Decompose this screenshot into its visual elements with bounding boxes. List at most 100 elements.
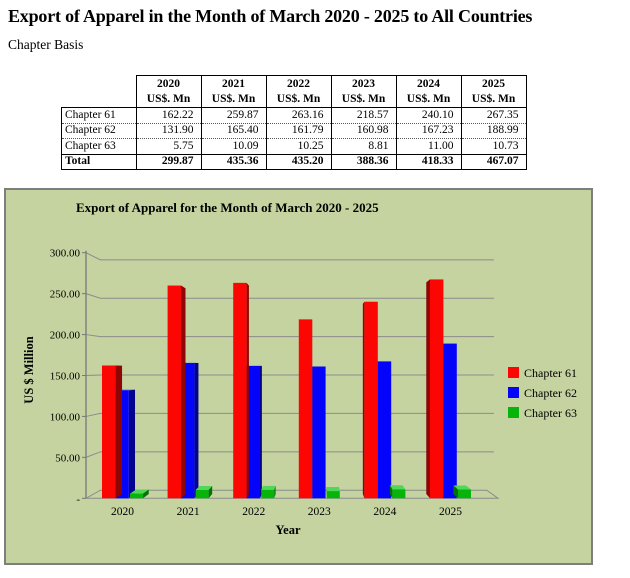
bar-chapter-61-2025-side (426, 279, 430, 499)
gridline (85, 412, 494, 417)
table-row: Total 299.87 435.36 435.20 388.36 418.33 467.0… (61, 153, 527, 170)
bar-chapter-61-2022 (233, 282, 247, 499)
value-cell: 240.10 (395, 107, 462, 123)
table-row: Chapter 63 5.75 10.09 10.25 8.81 11.00 10.73 (61, 138, 527, 154)
year-header-cell-2020: 2020 US$. Mn (135, 75, 202, 108)
unit-label: US$. Mn (341, 92, 386, 105)
page-title: Export of Apparel in the Month of March … (8, 6, 533, 26)
x-tick-label: 2021 (177, 506, 200, 518)
value-cell: 435.36 (200, 153, 267, 170)
y-tick-label: 150.00 (50, 371, 81, 383)
bar-chapter-61-2021-side (181, 285, 186, 499)
legend-swatch (508, 407, 519, 418)
year-header-cell-2023: 2023 US$. Mn (330, 75, 397, 108)
row-label-cell: Total (61, 153, 137, 170)
year-header-cell-2022: 2022 US$. Mn (265, 75, 332, 108)
value-cell: 162.22 (135, 107, 202, 123)
year-label: 2025 (482, 78, 505, 90)
bar-chapter-61-2023 (298, 319, 313, 499)
bar-chapter-61-2020 (102, 365, 116, 499)
year-label: 2020 (157, 78, 180, 90)
value-cell: 188.99 (460, 122, 527, 139)
bar-chapter-63-2021 (195, 490, 209, 499)
y-tick-label: 200.00 (50, 330, 81, 342)
value-cell: 165.40 (200, 122, 267, 139)
row-label-cell: Chapter 63 (61, 138, 137, 154)
bar-chapter-63-2022 (261, 489, 275, 499)
gridline (85, 252, 494, 261)
unit-label: US$. Mn (211, 92, 256, 105)
value-cell: 467.07 (460, 153, 527, 170)
bar-chapter-62-2020-side (128, 389, 136, 499)
unit-label: US$. Mn (146, 92, 191, 105)
gridline (85, 334, 494, 338)
legend-label: Chapter 63 (524, 406, 577, 420)
bar-chapter-63-2025-top (453, 485, 471, 490)
year-header-cell-2024: 2024 US$. Mn (395, 75, 462, 108)
bar-chapter-63-2021-side (208, 486, 213, 499)
value-cell: 131.90 (135, 122, 202, 139)
chart-title: Export of Apparel for the Month of March… (76, 200, 379, 215)
value-cell: 8.81 (330, 138, 397, 154)
bar-chapter-63-2024 (392, 489, 406, 499)
x-tick-label: 2022 (242, 506, 265, 518)
bar-chapter-62-2023 (312, 366, 326, 499)
value-cell: 5.75 (135, 138, 202, 154)
chart: - 50.00 100.00 150.00 200.00 250.00 300.00 2020… (4, 188, 593, 565)
y-tick-label: 300.00 (50, 248, 81, 260)
value-cell: 11.00 (395, 138, 462, 154)
unit-label: US$. Mn (406, 92, 451, 105)
value-cell: 299.87 (135, 153, 202, 170)
y-tick-label: 50.00 (55, 452, 80, 464)
unit-label: US$. Mn (471, 92, 516, 105)
year-label: 2023 (352, 78, 375, 90)
export-data-table: 2020 US$. Mn 2021 US$. Mn 2022 US$. Mn 2023 US$… (61, 75, 527, 170)
y-axis-title: US $ Million (22, 336, 36, 403)
bar-chapter-63-2022-top (261, 485, 276, 490)
unit-label: US$. Mn (276, 92, 321, 105)
value-cell: 418.33 (395, 153, 462, 170)
bar-chapter-61-2022-side (246, 282, 249, 499)
bar-chapter-62-2025 (443, 343, 457, 499)
legend-swatch (508, 367, 519, 378)
value-cell: 267.35 (460, 107, 527, 123)
table-corner-cell (61, 75, 136, 108)
bar-chapter-62-2022-side (260, 365, 262, 499)
bar-chapter-61-2020-side (115, 365, 123, 499)
value-cell: 259.87 (200, 107, 267, 123)
year-header-cell-2025: 2025 US$. Mn (460, 75, 527, 108)
bar-chapter-63-2020 (130, 493, 143, 499)
page-subtitle: Chapter Basis (8, 37, 84, 52)
table-row: Chapter 62 131.90 165.40 161.79 160.98 167.23… (61, 122, 527, 139)
value-cell: 388.36 (330, 153, 397, 170)
row-label-cell: Chapter 61 (61, 107, 137, 123)
bar-chapter-62-2024 (377, 361, 392, 499)
bar-chapter-63-2025 (458, 489, 471, 499)
year-label: 2024 (417, 78, 440, 90)
gridline (85, 451, 494, 458)
value-cell: 218.57 (330, 107, 397, 123)
table-row: Chapter 61 162.22 259.87 263.16 218.57 240.10… (61, 107, 527, 123)
gridline (85, 293, 494, 299)
bar-chapter-63-2023-top (326, 487, 340, 492)
bar-chapter-61-2021 (167, 285, 181, 499)
y-tick-label: 250.00 (50, 289, 81, 301)
legend-swatch (508, 387, 519, 398)
year-label: 2022 (287, 78, 310, 90)
y-tick-label: 100.00 (50, 411, 81, 423)
chart-canvas: - 50.00 100.00 150.00 200.00 250.00 300.00 2020… (22, 248, 577, 537)
legend-label: Chapter 61 (524, 366, 577, 380)
y-tick-label: - (76, 493, 80, 505)
bar-chapter-62-2022 (246, 365, 260, 499)
bar-chapter-62-2021-side (194, 362, 199, 499)
value-cell: 167.23 (395, 122, 462, 139)
value-cell: 10.09 (200, 138, 267, 154)
bar-chapter-61-2024-side (362, 301, 365, 499)
value-cell: 435.20 (265, 153, 332, 170)
x-tick-label: 2024 (373, 506, 396, 518)
bar-chapter-63-2024-side (389, 485, 393, 499)
chart-floor (84, 489, 500, 499)
x-tick-label: 2025 (439, 506, 462, 518)
year-header-cell-2021: 2021 US$. Mn (200, 75, 267, 108)
value-cell: 160.98 (330, 122, 397, 139)
